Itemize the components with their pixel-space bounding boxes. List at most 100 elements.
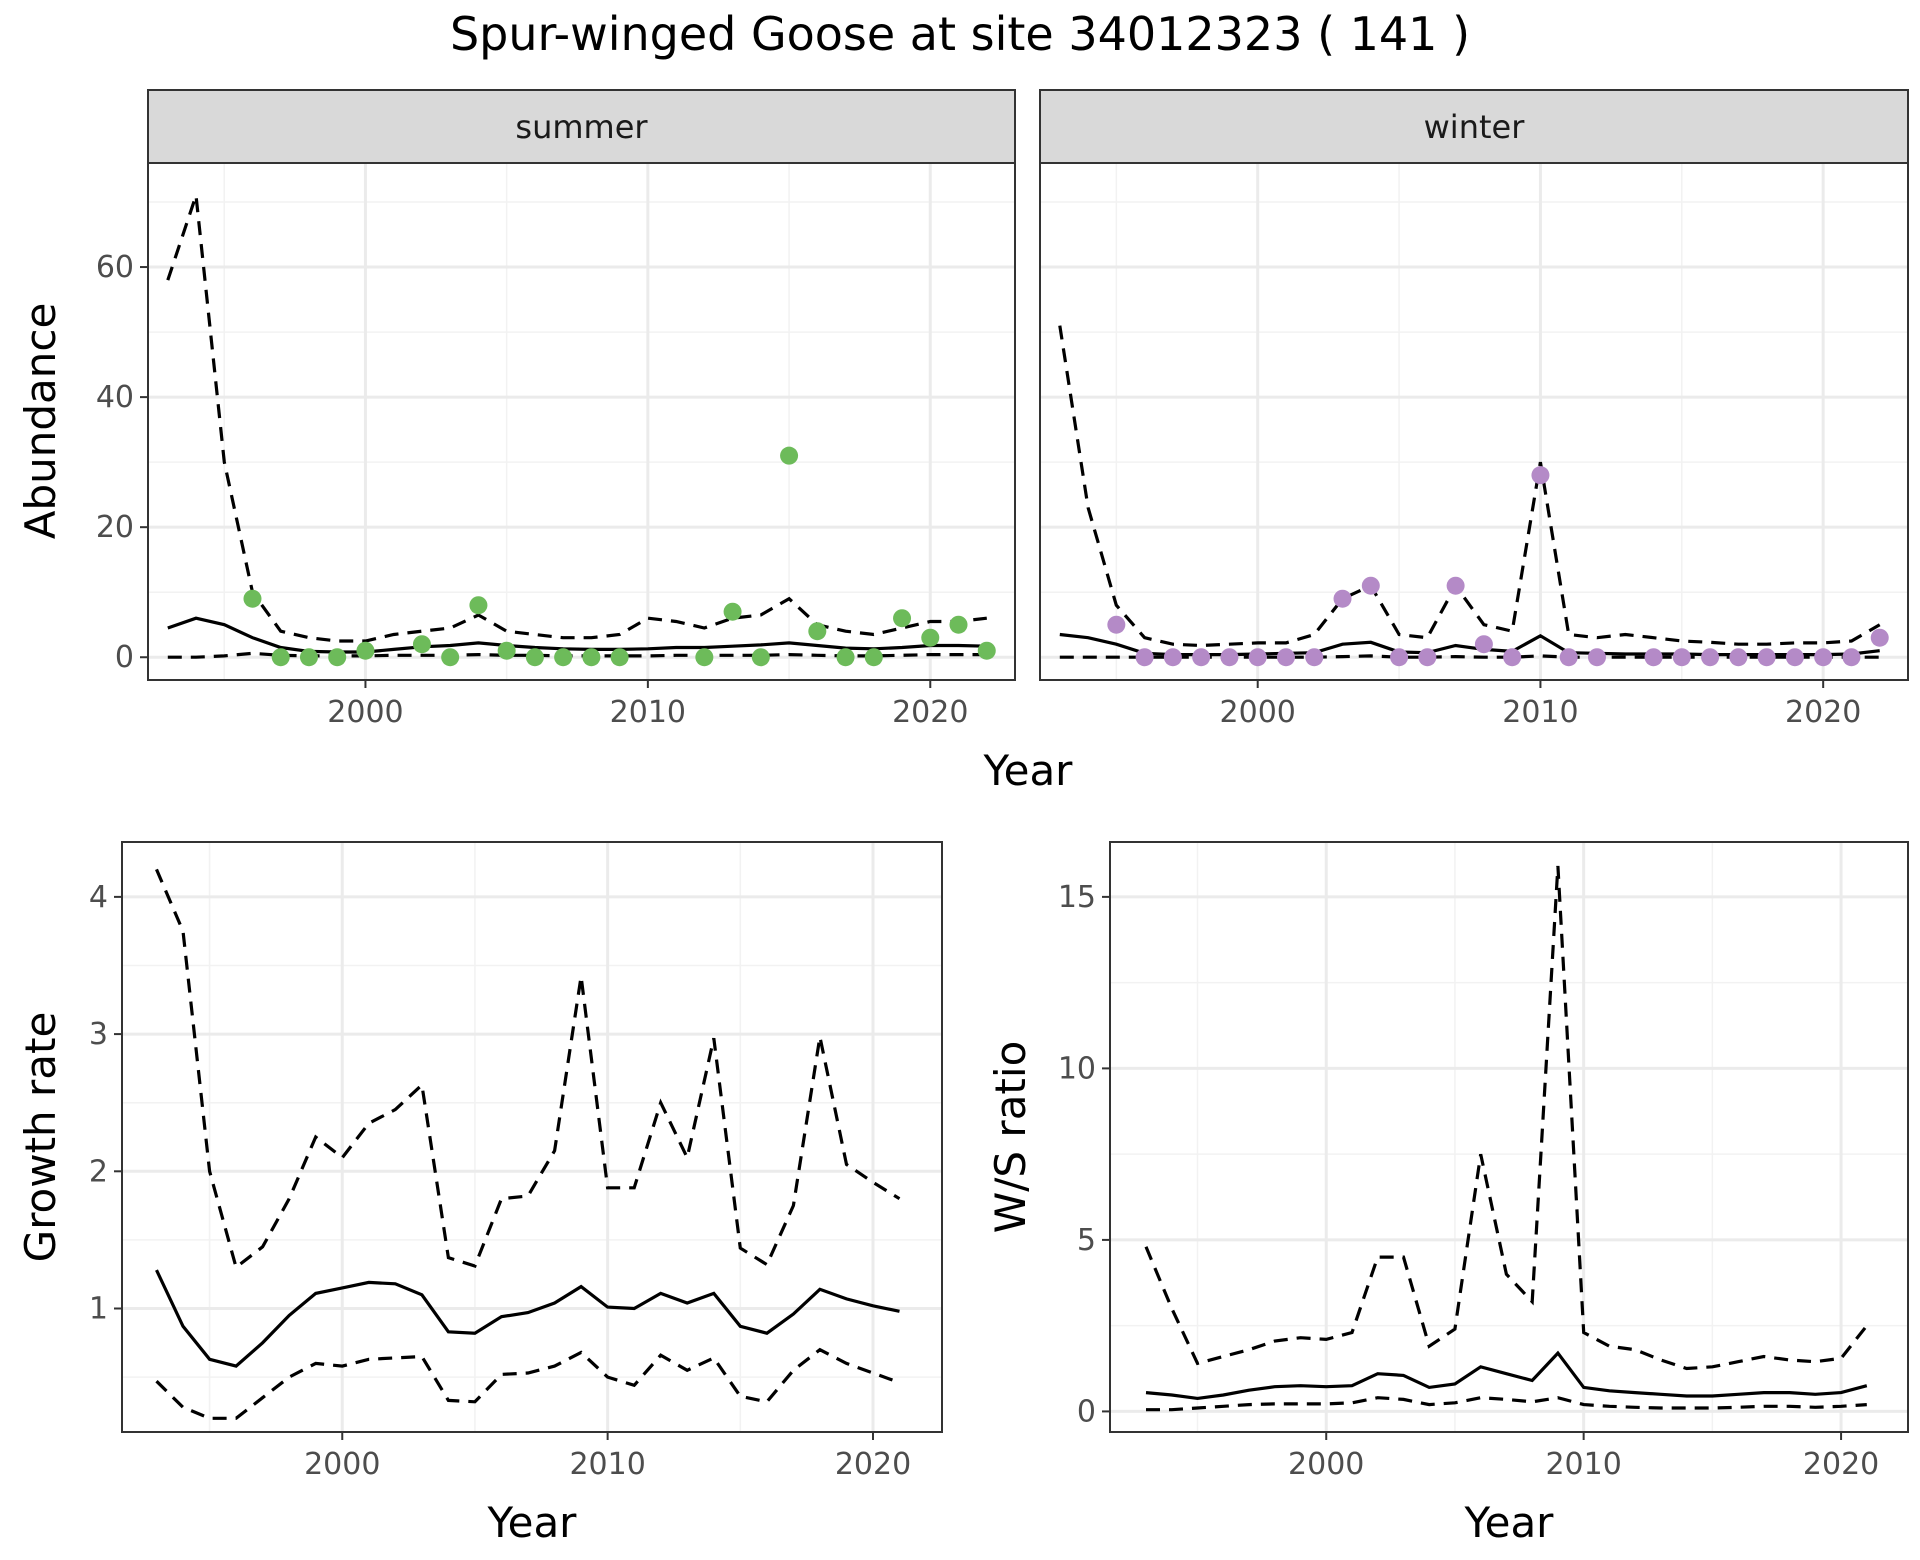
ws-ratio-panel: 2000 2010 2020 0 5 10 15 Year W/S ratio	[986, 841, 1909, 1547]
panel-border	[1109, 841, 1909, 1433]
observed-point	[1305, 648, 1324, 667]
y-tick-label: 4	[89, 880, 108, 915]
observed-point	[893, 609, 912, 628]
observed-point	[1418, 648, 1437, 667]
observed-point	[1785, 648, 1804, 667]
panel-border	[147, 162, 1016, 681]
observed-point	[525, 648, 544, 667]
observed-point	[554, 648, 573, 667]
abundance-panel-winter: 2000 2010 2020 winter	[1039, 89, 1909, 730]
y-tick-label: 5	[1077, 1223, 1096, 1258]
growth-y-axis-title: Growth rate	[16, 1012, 65, 1263]
mean-line	[1145, 1350, 1868, 1401]
facet-strip-summer	[147, 89, 1016, 164]
y-tick-label: 60	[96, 250, 134, 285]
y-tick-label: 10	[1058, 1051, 1096, 1086]
observed-point	[356, 641, 375, 660]
observed-point	[723, 602, 742, 621]
upper-ci-line	[1058, 325, 1881, 648]
x-tick-label: 2010	[610, 695, 686, 730]
observed-point	[1870, 628, 1889, 647]
x-tick-label: 2020	[1803, 1447, 1879, 1482]
observed-point	[1135, 648, 1154, 667]
upper-ci-line	[166, 194, 987, 643]
lower-ci-line	[155, 1347, 901, 1420]
ws-x-axis-title: Year	[1464, 1498, 1555, 1547]
observed-point	[780, 446, 799, 465]
observed-point	[1587, 648, 1606, 667]
upper-ci-line	[155, 868, 901, 1271]
observed-point	[864, 648, 883, 667]
observed-point	[949, 615, 968, 634]
facet-label-summer: summer	[515, 108, 648, 146]
x-tick-label: 2010	[1502, 695, 1578, 730]
observed-point	[1446, 576, 1465, 595]
observed-point	[1361, 576, 1380, 595]
y-tick-label: 20	[96, 510, 134, 545]
mean-line	[167, 616, 987, 654]
x-tick-label: 2020	[892, 695, 968, 730]
observed-point	[412, 635, 431, 654]
observed-point	[271, 648, 290, 667]
observed-point	[469, 596, 488, 615]
observed-point	[1701, 648, 1720, 667]
observed-point	[610, 648, 629, 667]
observed-point	[751, 648, 770, 667]
ws-y-axis-title: W/S ratio	[986, 1041, 1035, 1234]
upper-ci-line	[1144, 865, 1869, 1371]
y-tick-label: 0	[115, 640, 134, 675]
observed-point	[1107, 615, 1126, 634]
observed-point	[808, 622, 827, 641]
observed-point	[695, 648, 714, 667]
observed-point	[582, 648, 601, 667]
growth-rate-panel: 2000 2010 2020 1 2 3 4 Year Growth rate	[16, 841, 943, 1547]
y-tick-label: 0	[1077, 1394, 1096, 1429]
observed-point	[299, 648, 318, 667]
observed-point	[1672, 648, 1691, 667]
observed-point	[1220, 648, 1239, 667]
observed-point	[441, 648, 460, 667]
abundance-y-axis-title: Abundance	[16, 303, 65, 540]
observed-point	[1248, 648, 1267, 667]
facet-strip-winter	[1039, 89, 1909, 164]
observed-point	[1192, 648, 1211, 667]
y-tick-label: 3	[89, 1017, 108, 1052]
mean-line	[155, 1269, 900, 1368]
y-tick-label: 40	[96, 380, 134, 415]
abundance-panel-summer: 2000 2010 2020 0 20 40 60 summer	[96, 89, 1016, 730]
observed-point	[1814, 648, 1833, 667]
observed-point	[328, 648, 347, 667]
panel-border	[1039, 162, 1909, 681]
x-tick-label: 2000	[1288, 1447, 1364, 1482]
observed-point	[1503, 648, 1522, 667]
x-tick-label: 2010	[1545, 1447, 1621, 1482]
y-tick-label: 1	[89, 1292, 108, 1327]
observed-point	[977, 641, 996, 660]
observed-point	[1559, 648, 1578, 667]
mean-line	[1059, 632, 1880, 657]
observed-point	[921, 628, 940, 647]
abundance-x-axis-title: Year	[983, 746, 1074, 795]
x-tick-label: 2020	[835, 1447, 911, 1482]
observed-point	[1757, 648, 1776, 667]
lower-ci-line	[1146, 1396, 1867, 1412]
x-tick-label: 2010	[569, 1447, 645, 1482]
facet-label-winter: winter	[1424, 108, 1526, 146]
growth-x-axis-title: Year	[487, 1498, 578, 1547]
panel-border	[121, 841, 943, 1433]
figure-title: Spur-winged Goose at site 34012323 ( 141…	[450, 7, 1470, 61]
observed-point	[1276, 648, 1295, 667]
observed-point	[1163, 648, 1182, 667]
x-tick-label: 2020	[1785, 695, 1861, 730]
observed-point	[1644, 648, 1663, 667]
x-tick-label: 2000	[304, 1447, 380, 1482]
observed-point	[1333, 589, 1352, 608]
x-tick-label: 2000	[327, 695, 403, 730]
observed-point	[243, 589, 262, 608]
y-tick-label: 2	[89, 1154, 108, 1189]
observed-point	[1729, 648, 1748, 667]
observed-point	[497, 641, 516, 660]
observed-point	[1531, 466, 1550, 485]
